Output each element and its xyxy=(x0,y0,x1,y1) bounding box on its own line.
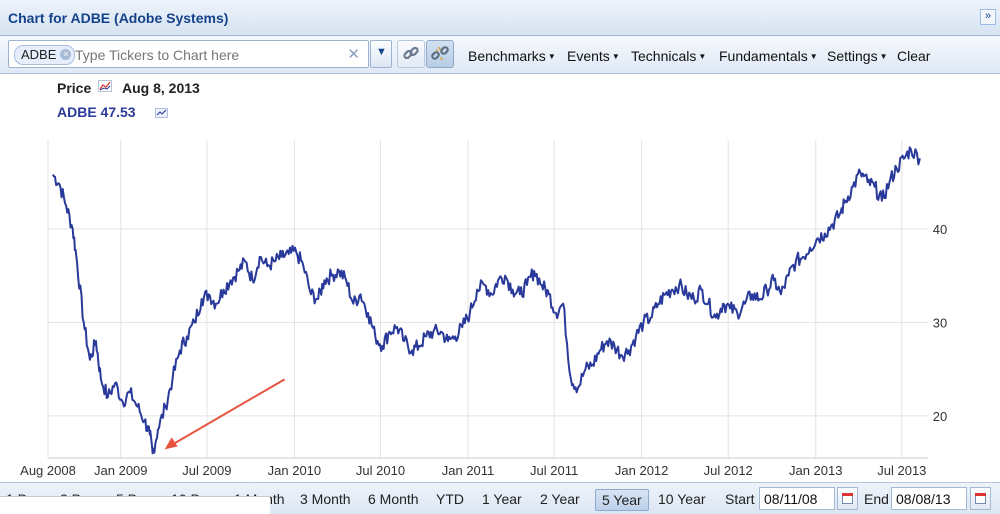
ticker-search-input[interactable] xyxy=(73,44,347,66)
ticker-tag-label: ADBE xyxy=(21,47,57,62)
series-line-adbe xyxy=(51,146,921,455)
x-tick-label: Jan 2009 xyxy=(94,463,148,478)
x-tick-label: Jul 2009 xyxy=(182,463,231,478)
calendar-icon xyxy=(842,493,853,504)
end-date-input[interactable] xyxy=(891,487,967,510)
unlink-button[interactable] xyxy=(426,40,454,68)
remove-ticker-icon[interactable]: × xyxy=(60,49,72,60)
menu-label: Events xyxy=(567,48,610,64)
annotation-arrow-line xyxy=(172,378,286,446)
caret-down-icon: ▼ xyxy=(809,52,818,61)
menu-technicals[interactable]: Technicals ▼ xyxy=(631,48,706,64)
menu-fundamentals[interactable]: Fundamentals ▼ xyxy=(719,48,818,64)
range-ytd[interactable]: YTD xyxy=(436,491,464,507)
unlink-icon xyxy=(431,46,449,61)
menu-label: Settings xyxy=(827,48,878,64)
end-calendar-button[interactable] xyxy=(970,487,991,510)
caret-down-icon: ▼ xyxy=(547,52,556,61)
range-10-year[interactable]: 10 Year xyxy=(658,491,706,507)
calendar-icon xyxy=(975,493,986,504)
x-tick-label: Jan 2012 xyxy=(615,463,669,478)
caret-down-icon: ▼ xyxy=(879,52,888,61)
link-icon xyxy=(403,46,419,60)
series-layer xyxy=(51,146,921,455)
y-tick-label: 30 xyxy=(933,315,947,330)
y-tick-label: 20 xyxy=(933,409,947,424)
series-chart-icon[interactable] xyxy=(155,108,168,118)
axis-ticks: Aug 2008 Jan 2009 Jul 2009 Jan 2010 Jul 2010… xyxy=(20,222,947,478)
menu-events[interactable]: Events ▼ xyxy=(567,48,620,64)
end-label: End xyxy=(864,491,889,507)
grid-lines xyxy=(47,140,928,459)
range-2-year[interactable]: 2 Year xyxy=(540,491,580,507)
menu-benchmarks[interactable]: Benchmarks ▼ xyxy=(468,48,556,64)
clear-button[interactable]: Clear xyxy=(897,48,931,64)
range-1-year[interactable]: 1 Year xyxy=(482,491,522,507)
price-label: Price xyxy=(57,80,92,96)
collapse-icon[interactable]: » xyxy=(980,9,996,25)
annotation-arrow-head xyxy=(164,437,178,450)
x-tick-label: Jan 2013 xyxy=(789,463,843,478)
price-chart-icon[interactable] xyxy=(98,80,112,92)
menu-settings[interactable]: Settings ▼ xyxy=(827,48,888,64)
start-date-input[interactable] xyxy=(759,487,835,510)
chart-toolbar: ADBE × ✕ ▼ Benchmarks▼ Events▼ Technical… xyxy=(0,36,1000,74)
start-calendar-button[interactable] xyxy=(837,487,858,510)
price-date: Aug 8, 2013 xyxy=(122,80,200,96)
annotation-layer xyxy=(164,378,286,450)
link-button[interactable] xyxy=(397,40,425,68)
chevron-down-icon: ▼ xyxy=(376,46,387,58)
clear-input-icon[interactable]: ✕ xyxy=(347,46,360,63)
x-tick-label: Jul 2010 xyxy=(356,463,405,478)
caret-down-icon: ▼ xyxy=(611,52,620,61)
x-tick-label: Aug 2008 xyxy=(20,463,76,478)
range-6-month[interactable]: 6 Month xyxy=(368,491,419,507)
window-title-bar: Chart for ADBE (Adobe Systems) » xyxy=(0,0,1000,36)
x-tick-label: Jul 2011 xyxy=(530,463,578,478)
overlapping-window-edge xyxy=(0,496,270,514)
x-tick-label: Jul 2012 xyxy=(704,463,753,478)
ticker-input-box[interactable]: ADBE × ✕ xyxy=(8,40,369,68)
menu-label: Fundamentals xyxy=(719,48,808,64)
y-tick-label: 40 xyxy=(933,222,947,237)
ticker-dropdown-button[interactable]: ▼ xyxy=(370,40,392,68)
x-tick-label: Jan 2011 xyxy=(442,463,495,478)
x-tick-label: Jan 2010 xyxy=(268,463,322,478)
window-title: Chart for ADBE (Adobe Systems) xyxy=(8,10,229,26)
menu-label: Benchmarks xyxy=(468,48,546,64)
menu-label: Technicals xyxy=(631,48,697,64)
start-label: Start xyxy=(725,491,755,507)
caret-down-icon: ▼ xyxy=(698,52,707,61)
range-5-year[interactable]: 5 Year xyxy=(595,489,649,511)
x-tick-label: Jul 2013 xyxy=(877,463,926,478)
range-3-month[interactable]: 3 Month xyxy=(300,491,351,507)
series-legend-value: ADBE 47.53 xyxy=(57,104,136,120)
